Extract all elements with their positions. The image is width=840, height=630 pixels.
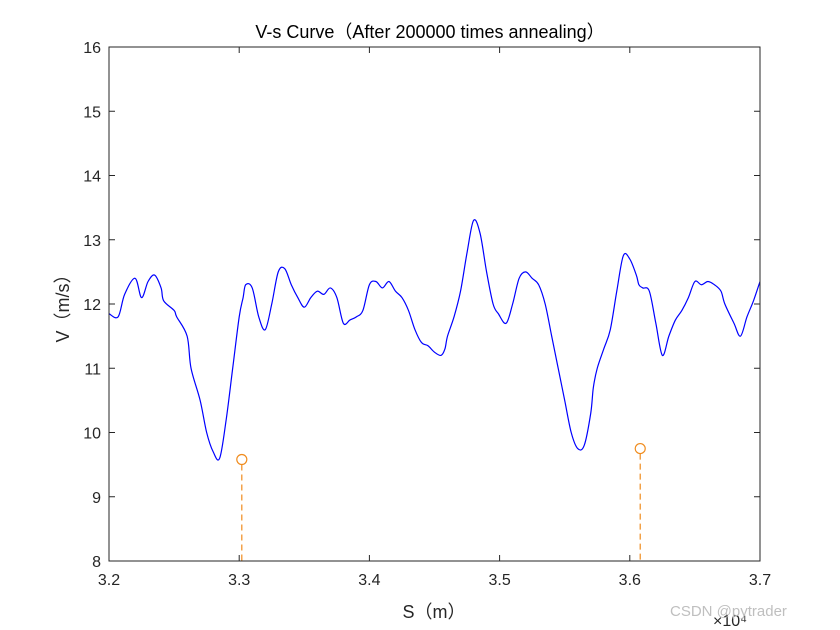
y-tick-label: 15	[83, 104, 101, 121]
tick-labels: 3.2 3.3 3.4 3.5 3.6 3.7 8 9 10 11 12 13 14 15 16	[83, 40, 771, 589]
x-tick-label: 3.4	[358, 572, 380, 589]
y-tick-label: 9	[92, 490, 101, 507]
chart-title: V-s Curve（After 200000 times annealing）	[255, 22, 604, 42]
x-axis-label: S（m）	[403, 602, 466, 622]
y-tick-label: 12	[83, 297, 101, 314]
watermark: CSDN @pytrader	[670, 603, 787, 620]
x-axis-exponent: ×10⁴	[713, 613, 747, 630]
y-tick-label: 14	[83, 169, 101, 186]
x-tick-label: 3.2	[98, 572, 120, 589]
minimum-marker	[236, 453, 248, 466]
markers	[236, 442, 646, 466]
minimum-marker	[634, 442, 646, 455]
plot-frame	[108, 46, 761, 562]
marker-drop-lines	[241, 453, 641, 561]
y-axis-label: V（m/s）	[53, 265, 73, 342]
x-tick-label: 3.5	[488, 572, 510, 589]
x-tick-label: 3.6	[619, 572, 641, 589]
y-tick-label: 13	[83, 233, 101, 250]
series-line	[108, 219, 761, 461]
x-tick-label: 3.7	[749, 572, 771, 589]
y-tick-label: 11	[84, 361, 101, 378]
y-tick-label: 8	[92, 554, 101, 571]
y-tick-label: 16	[83, 40, 101, 57]
x-tick-label: 3.3	[228, 572, 250, 589]
y-tick-label: 10	[83, 426, 101, 443]
plot-area	[109, 47, 760, 561]
